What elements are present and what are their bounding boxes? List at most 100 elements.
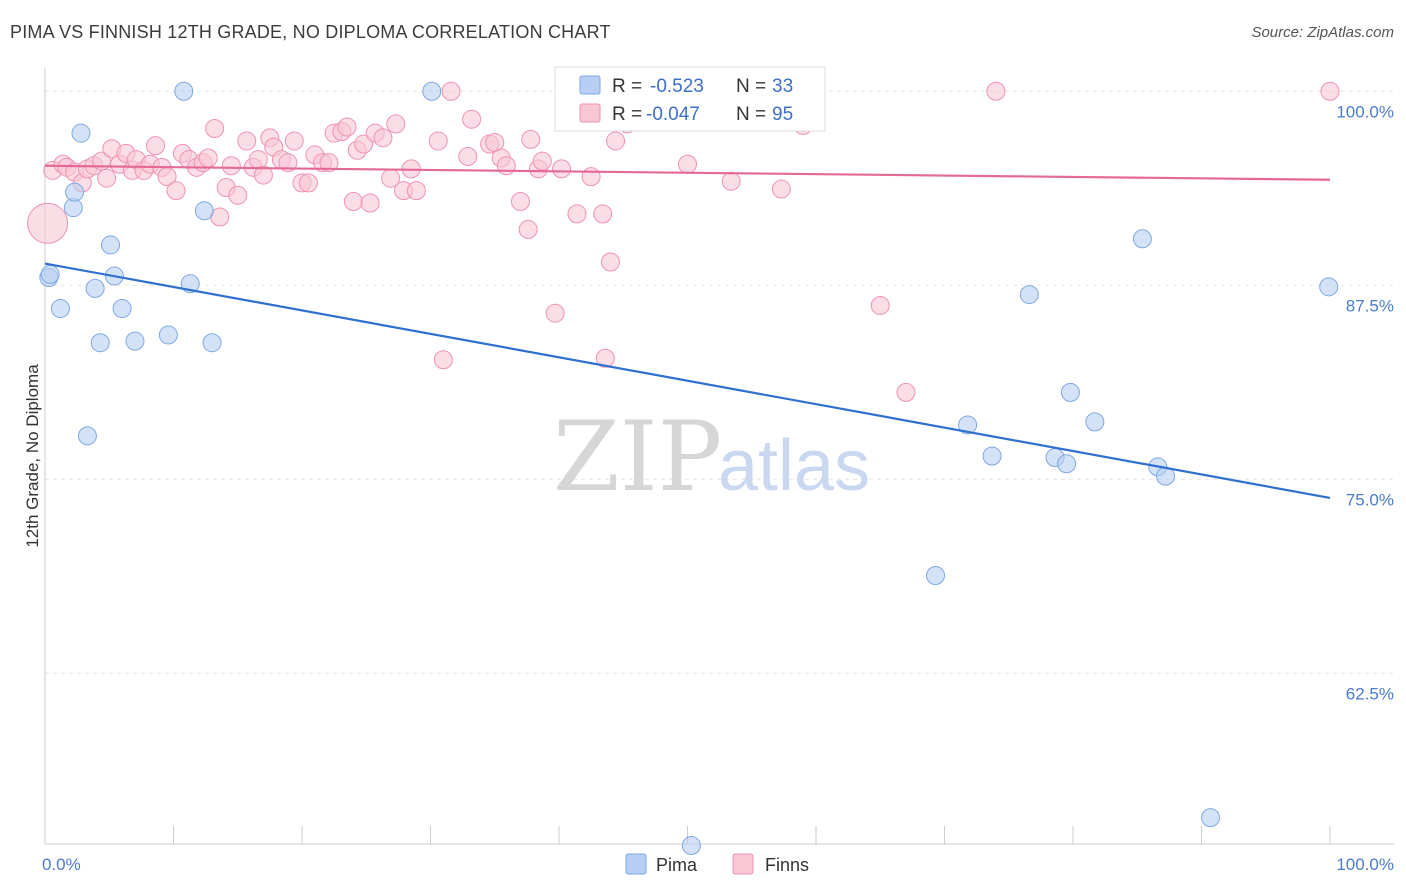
finns-point — [986, 81, 1006, 101]
pima-point — [1132, 229, 1152, 249]
pima-point — [1085, 412, 1105, 432]
finns-swatch — [579, 103, 601, 123]
finns-point — [678, 154, 697, 174]
finns-point — [166, 181, 186, 201]
finns-point — [97, 168, 117, 188]
finns-point — [386, 114, 406, 134]
pima-point — [202, 333, 222, 353]
legend-pima-label[interactable]: Pima — [656, 855, 698, 875]
finns-point — [581, 167, 601, 187]
source-label: Source: ZipAtlas.com — [1251, 24, 1394, 41]
y-tick-label: 75.0% — [1346, 490, 1394, 509]
finns-point — [278, 153, 298, 173]
pima-point — [158, 325, 178, 345]
watermark-atlas: atlas — [718, 426, 870, 506]
x-tick-label-min: 0.0% — [42, 855, 81, 874]
pima-point — [77, 426, 97, 446]
chart-title: PIMA VS FINNISH 12TH GRADE, NO DIPLOMA C… — [10, 22, 611, 42]
y-axis-label: 12th Grade, No Diploma — [23, 364, 42, 548]
finns-point — [337, 117, 357, 137]
finns-point — [354, 134, 374, 154]
watermark-zip: ZIP — [553, 401, 722, 513]
finns-point — [510, 191, 530, 211]
legend-finns-swatch[interactable] — [732, 853, 754, 875]
finns-point — [462, 109, 482, 129]
finns-n-value: 95 — [772, 104, 793, 125]
finns-point — [595, 348, 615, 368]
finns-point — [237, 131, 257, 151]
pima-point — [1057, 454, 1077, 474]
finns-point — [521, 129, 541, 149]
pima-point — [90, 333, 110, 353]
finns-point — [343, 191, 363, 211]
pima-point — [50, 299, 70, 319]
pima-point — [101, 235, 121, 255]
pima-point — [85, 278, 105, 298]
finns-point — [870, 295, 890, 315]
pima-point — [1319, 277, 1339, 297]
finns-point — [552, 159, 572, 179]
finns-r-label: R = — [612, 104, 642, 125]
axes — [44, 68, 1394, 845]
finns-point — [600, 252, 620, 272]
pima-point — [112, 299, 132, 319]
finns-point — [896, 382, 916, 402]
pima-point — [926, 566, 946, 586]
pima-point — [681, 836, 701, 856]
finns-r-value: -0.047 — [646, 104, 700, 125]
finns-point — [567, 204, 587, 224]
finns-point — [27, 202, 69, 244]
trend-lines — [44, 164, 1331, 499]
y-tick-label: 100.0% — [1336, 102, 1394, 121]
finns-point — [146, 136, 166, 156]
finns-n-label: N = — [736, 104, 766, 125]
pima-point — [65, 182, 85, 202]
pima-point — [958, 415, 978, 435]
pima-r-label: R = — [612, 76, 642, 97]
finns-point — [721, 171, 741, 191]
y-tick-label: 87.5% — [1346, 296, 1394, 315]
legend-finns-label[interactable]: Finns — [765, 855, 809, 875]
finns-point — [406, 181, 426, 201]
pima-point — [125, 331, 145, 351]
finns-trend-line — [44, 164, 1331, 181]
finns-point — [284, 131, 304, 151]
finns-point — [228, 185, 248, 205]
finns-point — [253, 165, 273, 185]
finns-point — [606, 131, 626, 151]
finns-point — [319, 153, 339, 173]
pima-n-value: 33 — [772, 76, 793, 97]
finns-point — [441, 81, 461, 101]
stats-legend: R = -0.523 N = 33 R = -0.047 N = 95 — [554, 66, 826, 132]
finns-point — [1320, 81, 1340, 101]
finns-point — [433, 350, 453, 370]
finns-point — [360, 193, 380, 213]
pima-points — [39, 81, 1339, 856]
finns-point — [496, 156, 516, 176]
pima-point — [1200, 808, 1220, 828]
legend-pima-swatch[interactable] — [625, 853, 647, 875]
pima-point — [71, 123, 91, 143]
pima-swatch — [579, 75, 601, 95]
y-tick-label: 62.5% — [1346, 684, 1394, 703]
finns-point — [428, 131, 448, 151]
pima-r-value: -0.523 — [650, 76, 704, 97]
pima-point — [174, 81, 194, 101]
finns-point — [518, 219, 538, 239]
pima-point — [40, 264, 60, 284]
pima-n-label: N = — [736, 76, 766, 97]
finns-point — [771, 179, 791, 199]
finns-point — [298, 173, 318, 193]
pima-trend-line — [44, 262, 1331, 499]
y-tick-labels: 62.5% 75.0% 87.5% 100.0% — [1336, 102, 1394, 703]
pima-point — [422, 81, 442, 101]
bottom-legend: Pima Finns — [625, 853, 809, 875]
pima-point — [1060, 382, 1080, 402]
x-tick-label-max: 100.0% — [1336, 855, 1394, 874]
finns-point — [221, 156, 241, 176]
finns-point — [198, 148, 218, 168]
finns-point — [205, 119, 225, 139]
pima-point — [1019, 285, 1039, 305]
pima-point — [982, 446, 1002, 466]
